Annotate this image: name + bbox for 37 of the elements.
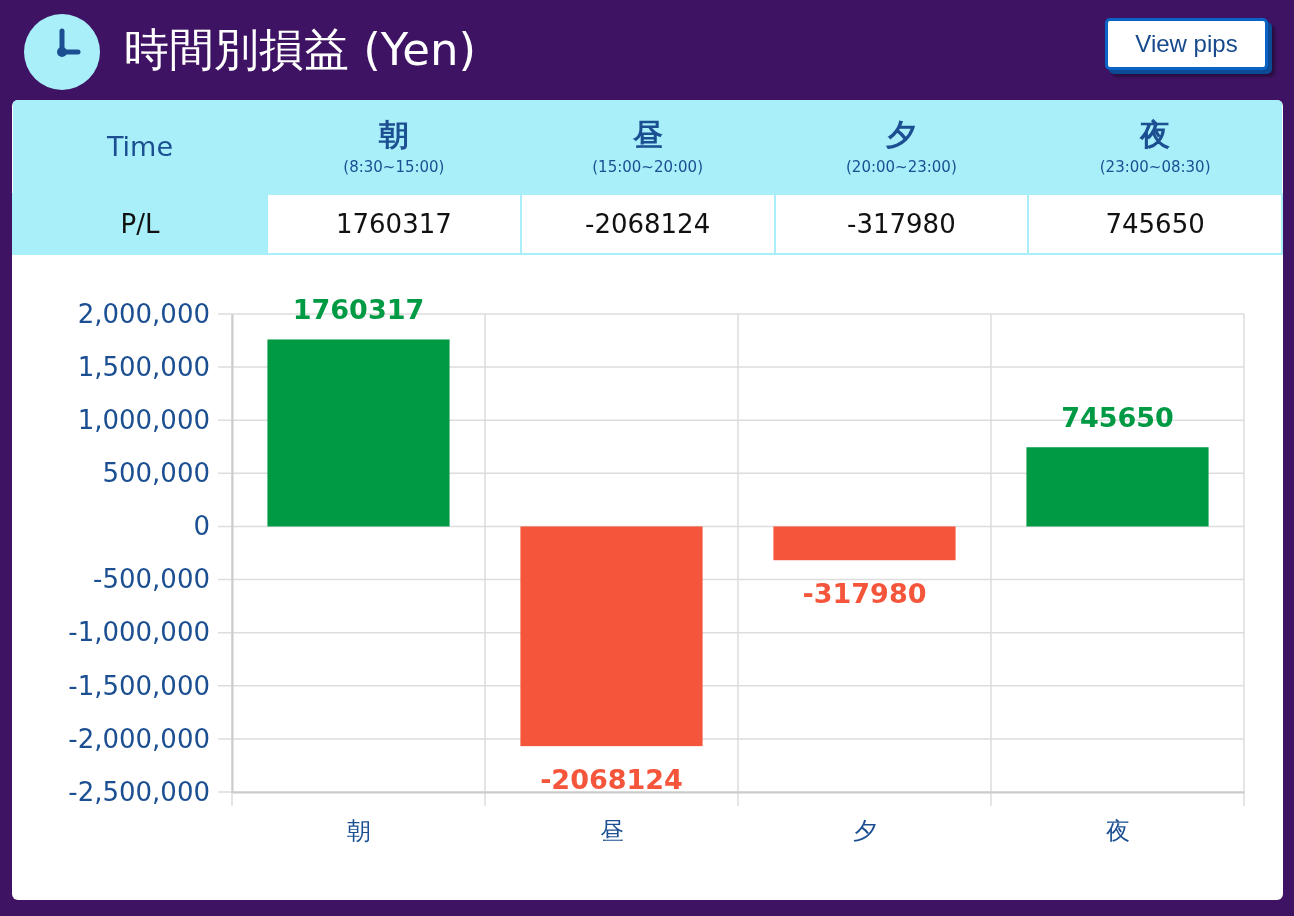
y-tick-label: -500,000 (93, 564, 210, 595)
bar (267, 339, 450, 527)
category-label: 昼 (632, 116, 663, 152)
data-label: -2068124 (520, 194, 775, 254)
annotation: -317980 (802, 578, 927, 610)
x-tick-label: 夕 (852, 817, 877, 846)
x-tick-label: 夜 (1105, 817, 1130, 846)
y-tick-label: 1,500,000 (77, 351, 210, 382)
y-tick-label: 500,000 (102, 458, 210, 489)
data-label: 745650 (1028, 194, 1282, 254)
annotation: 745650 (1061, 402, 1174, 434)
data-label: -317980 (774, 194, 1029, 254)
text: (23:00~08:30) (1098, 156, 1212, 178)
chart-title: 時間別損益 (Yen) (124, 22, 477, 78)
text: P/L (13, 194, 267, 254)
text: (20:00~23:00) (845, 156, 958, 178)
annotation: -2068124 (540, 764, 683, 796)
y-tick-label: 1,000,000 (77, 405, 210, 436)
annotation: 1760317 (292, 294, 425, 326)
category-label: 夜 (1140, 116, 1171, 152)
y-tick-label: 2,000,000 (77, 298, 210, 329)
bar (1026, 447, 1209, 527)
y-tick-label: -2,000,000 (68, 723, 210, 754)
y-tick-label: -1,500,000 (68, 670, 210, 701)
text: (8:30~15:00) (342, 156, 446, 178)
x-tick-label: 昼 (599, 817, 624, 846)
text: Time (13, 100, 267, 194)
data-label: 1760317 (267, 194, 521, 254)
y-tick-label: 0 (193, 511, 210, 542)
x-tick-label: 朝 (346, 817, 371, 846)
bar (773, 526, 956, 561)
category-label: 朝 (378, 116, 409, 152)
y-tick-label: -1,000,000 (68, 617, 210, 648)
text: (15:00~20:00) (591, 156, 704, 178)
y-tick-label: -2,500,000 (68, 776, 210, 807)
bar (520, 526, 703, 747)
category-label: 夕 (886, 116, 917, 152)
